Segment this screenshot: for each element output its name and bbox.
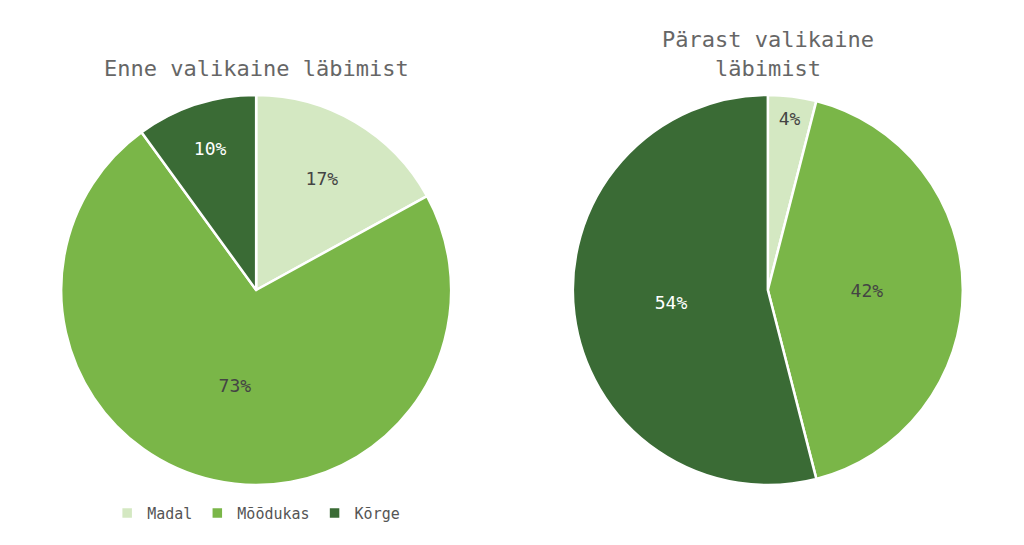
svg-text:Pärast valikaineläbimist: Pärast valikaineläbimist [662, 27, 874, 81]
svg-text:Kõrge: Kõrge [355, 505, 400, 523]
svg-text:10%: 10% [194, 138, 227, 159]
svg-text:4%: 4% [779, 108, 801, 129]
svg-text:73%: 73% [219, 375, 252, 396]
svg-text:Mõõdukas: Mõõdukas [237, 505, 309, 523]
svg-text:Enne valikaine läbimist: Enne valikaine läbimist [104, 56, 409, 81]
svg-text:42%: 42% [851, 280, 884, 301]
svg-text:Madal: Madal [147, 505, 192, 523]
svg-text:17%: 17% [306, 168, 339, 189]
svg-text:54%: 54% [655, 292, 688, 313]
